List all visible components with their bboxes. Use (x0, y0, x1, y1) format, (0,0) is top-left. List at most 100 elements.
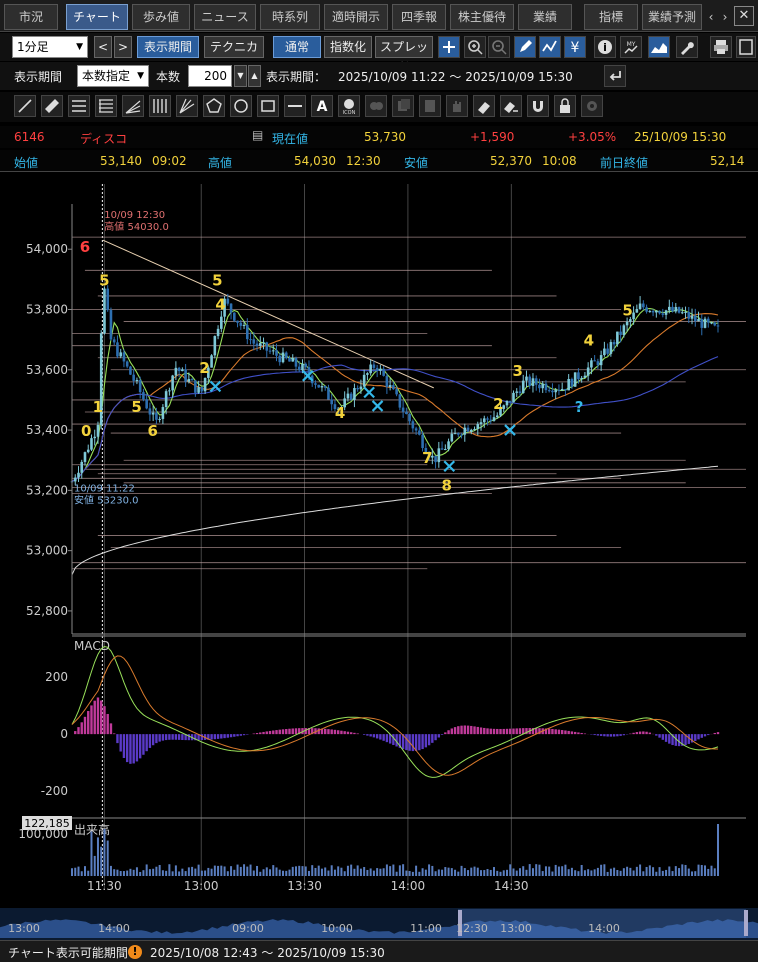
ruler-icon[interactable] (41, 95, 63, 117)
export-icon[interactable] (736, 36, 756, 58)
pentagon-icon[interactable] (203, 95, 225, 117)
candle-body (616, 331, 619, 345)
period-button[interactable]: 表示期間 (137, 36, 199, 58)
magnet-icon[interactable] (527, 95, 549, 117)
candle-body (512, 392, 515, 403)
candle-body (573, 372, 577, 387)
candle-body (453, 433, 457, 435)
candle-body (447, 441, 450, 450)
yen-icon[interactable]: ¥ (564, 36, 586, 58)
lock-icon[interactable] (554, 95, 576, 117)
tab-prev-icon[interactable]: ‹ (708, 10, 714, 24)
x-mark (371, 400, 384, 412)
period-navigator[interactable]: 13:00 14:00 09:00 10:00 11:00 12:30 13:00 14:00 (0, 908, 758, 940)
candle-body (590, 360, 593, 368)
horizontal-lines-icon[interactable] (68, 95, 90, 117)
hline-icon[interactable] (284, 95, 306, 117)
gann-fan-icon[interactable] (176, 95, 198, 117)
wrench-icon[interactable] (676, 36, 698, 58)
count-input[interactable]: 200 (188, 65, 232, 87)
eraser-all-icon[interactable] (500, 95, 522, 117)
text-icon[interactable]: A (311, 95, 333, 117)
tab-tick[interactable]: 歩み値 (132, 4, 190, 30)
macd-histogram-bar (671, 734, 674, 746)
candle-body (135, 380, 139, 382)
line-chart-icon[interactable] (539, 36, 561, 58)
macd-histogram-bar (418, 734, 421, 751)
candle-body (385, 375, 389, 388)
next-button[interactable]: > (114, 36, 132, 58)
tab-forecast[interactable]: 業績予測 (642, 4, 702, 30)
close-icon[interactable]: ✕ (734, 6, 754, 26)
high-note-value: 高値 54030.0 (104, 220, 169, 233)
zoom-out-icon[interactable] (488, 36, 510, 58)
candle-body (632, 312, 635, 320)
prev-button[interactable]: < (94, 36, 112, 58)
wave-label: 5 (622, 302, 632, 320)
candle-body (619, 331, 622, 335)
tab-chart[interactable]: チャート (66, 4, 128, 30)
candle-body (190, 379, 194, 381)
navigator-tick: 09:00 (232, 922, 264, 935)
add-icon[interactable] (438, 36, 460, 58)
macd-histogram-bar (440, 734, 444, 735)
macd-histogram-bar (200, 734, 204, 741)
navigator-left-handle (458, 910, 462, 936)
interval-select[interactable]: 1分足 ▼ (12, 36, 88, 58)
cycle-lines-icon[interactable] (149, 95, 171, 117)
index-button[interactable]: 指数化 (324, 36, 372, 58)
tab-next-icon[interactable]: › (722, 10, 728, 24)
candle-body (340, 407, 343, 409)
tab-yutai[interactable]: 株主優待 (450, 4, 514, 30)
eraser-icon[interactable] (473, 95, 495, 117)
candle-body (671, 306, 674, 312)
tab-news[interactable]: ニュース (194, 4, 256, 30)
print-icon[interactable] (710, 36, 732, 58)
tab-shikiho[interactable]: 四季報 (392, 4, 446, 30)
spread-button[interactable]: スプレッド (375, 36, 433, 74)
info-icon[interactable]: i (594, 36, 616, 58)
tab-indicator[interactable]: 指標 (584, 4, 638, 30)
candle-body (638, 303, 642, 310)
macd-histogram-bar (713, 732, 716, 735)
rectangle-icon[interactable] (257, 95, 279, 117)
macd-histogram-bar (161, 734, 165, 741)
candle-body (411, 421, 415, 429)
x-mark (443, 460, 456, 473)
macd-histogram-bar (304, 728, 307, 735)
volume-tick-label: 100,000 (18, 827, 68, 841)
stepper-down-icon[interactable]: ▼ (234, 65, 247, 87)
period-mode-select[interactable]: 本数指定 ▼ (77, 65, 149, 87)
my-chart-icon[interactable]: MY (620, 36, 642, 58)
stepper-up-icon[interactable]: ▲ (248, 65, 261, 87)
circle-icon[interactable] (230, 95, 252, 117)
low-note-time: 10/09 11:22 (74, 483, 135, 494)
macd-histogram-bar (700, 734, 703, 738)
technical-button[interactable]: テクニカル (204, 36, 264, 74)
fan-icon[interactable] (122, 95, 144, 117)
current-label: 現在値 (272, 132, 309, 146)
macd-histogram-bar (122, 734, 126, 758)
tab-timeseries[interactable]: 時系列 (260, 4, 320, 30)
tab-market[interactable]: 市況 (4, 4, 58, 30)
document-icon[interactable]: ▤ (252, 128, 264, 142)
trendline-icon[interactable] (14, 95, 36, 117)
smiley-icon[interactable]: ICON (338, 95, 360, 117)
return-icon[interactable] (604, 65, 626, 87)
candle-body (233, 312, 236, 321)
fibonacci-icon[interactable] (95, 95, 117, 117)
normal-button[interactable]: 通常 (273, 36, 321, 58)
tab-disclosure[interactable]: 適時開示 (324, 4, 388, 30)
macd-histogram-bar (616, 734, 619, 737)
area-chart-icon[interactable] (648, 36, 670, 58)
wave-label: 8 (441, 476, 451, 494)
pen-icon[interactable] (514, 36, 536, 58)
macd-histogram-bar (599, 734, 603, 736)
status-label: チャート表示可能期間 (8, 946, 128, 960)
tab-performance[interactable]: 業績 (518, 4, 572, 30)
candle-body (142, 392, 145, 400)
zoom-in-icon[interactable] (464, 36, 486, 58)
macd-histogram-bar (457, 726, 460, 735)
current-price: 53,730 (364, 130, 406, 144)
